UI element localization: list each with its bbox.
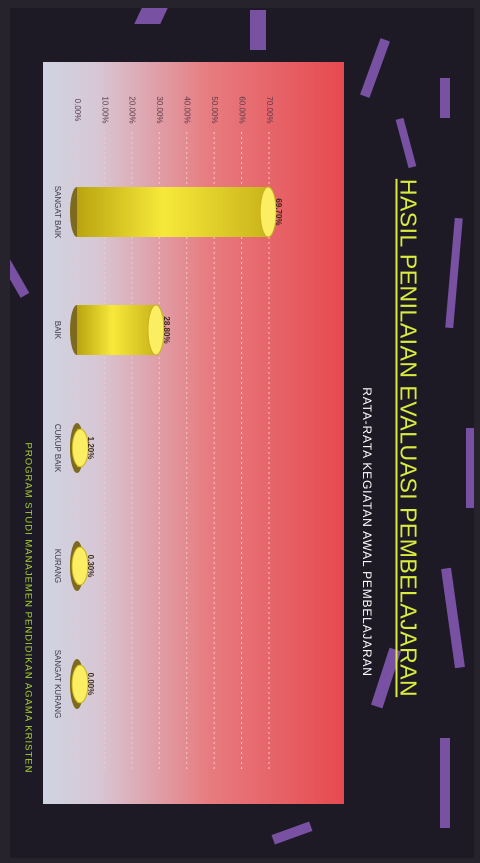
decor-shard	[440, 78, 450, 118]
category-label: SANGAT KURANG	[53, 650, 62, 719]
data-label: 1.20%	[86, 437, 95, 460]
data-label: 69.70%	[274, 198, 283, 225]
decor-shard	[134, 8, 168, 24]
decor-shard	[10, 258, 30, 298]
y-tick-label: 20.00%	[128, 96, 137, 123]
decor-shard	[250, 10, 266, 50]
y-tick-label: 40.00%	[183, 96, 192, 123]
data-label: 0.00%	[86, 673, 95, 696]
bar	[77, 305, 156, 355]
bar-cap	[259, 186, 277, 238]
poster-title: HASIL PENILAIAN EVALUASI PEMBELAJARAN	[395, 178, 422, 698]
data-label: 0.30%	[86, 555, 95, 578]
category-label: CUKUP BAIK	[53, 424, 62, 473]
decor-shard	[395, 117, 417, 169]
bar-cap	[71, 546, 89, 586]
decor-shard	[360, 38, 390, 98]
category-label: SANGAT BAIK	[53, 186, 62, 239]
category-label: BAIK	[53, 321, 62, 340]
y-tick-label: 10.00%	[100, 96, 109, 123]
decor-shard	[466, 428, 474, 508]
decor-shard	[441, 567, 465, 669]
y-tick-label: 60.00%	[237, 96, 246, 123]
data-label: 28.80%	[162, 316, 171, 343]
bar-cap	[147, 304, 165, 356]
y-tick-label: 0.00%	[73, 99, 82, 122]
bar	[77, 187, 269, 237]
bar-chart: 0.00% 10.00% 20.00% 30.00% 40.00% 50.00% 60.00…	[53, 96, 283, 772]
chart-title: RATA-RATA KEGIATAN AWAL PEMBELAJARAN	[360, 387, 374, 677]
category-label: KURANG	[53, 549, 62, 583]
decor-shard	[440, 738, 450, 828]
decor-shard	[271, 821, 313, 845]
y-tick-label: 50.00%	[210, 96, 219, 123]
y-tick-label: 30.00%	[155, 96, 164, 123]
chart-panel: 0.00% 10.00% 20.00% 30.00% 40.00% 50.00% 60.00…	[43, 62, 374, 804]
bar-cap	[71, 664, 89, 704]
poster-footer: PROGRAM STUDI MANAJEMEN PENDIDIKAN AGAMA…	[22, 442, 34, 774]
bar-cap	[71, 428, 89, 468]
y-tick-label: 70.00%	[265, 96, 274, 123]
decor-shard	[445, 217, 463, 329]
